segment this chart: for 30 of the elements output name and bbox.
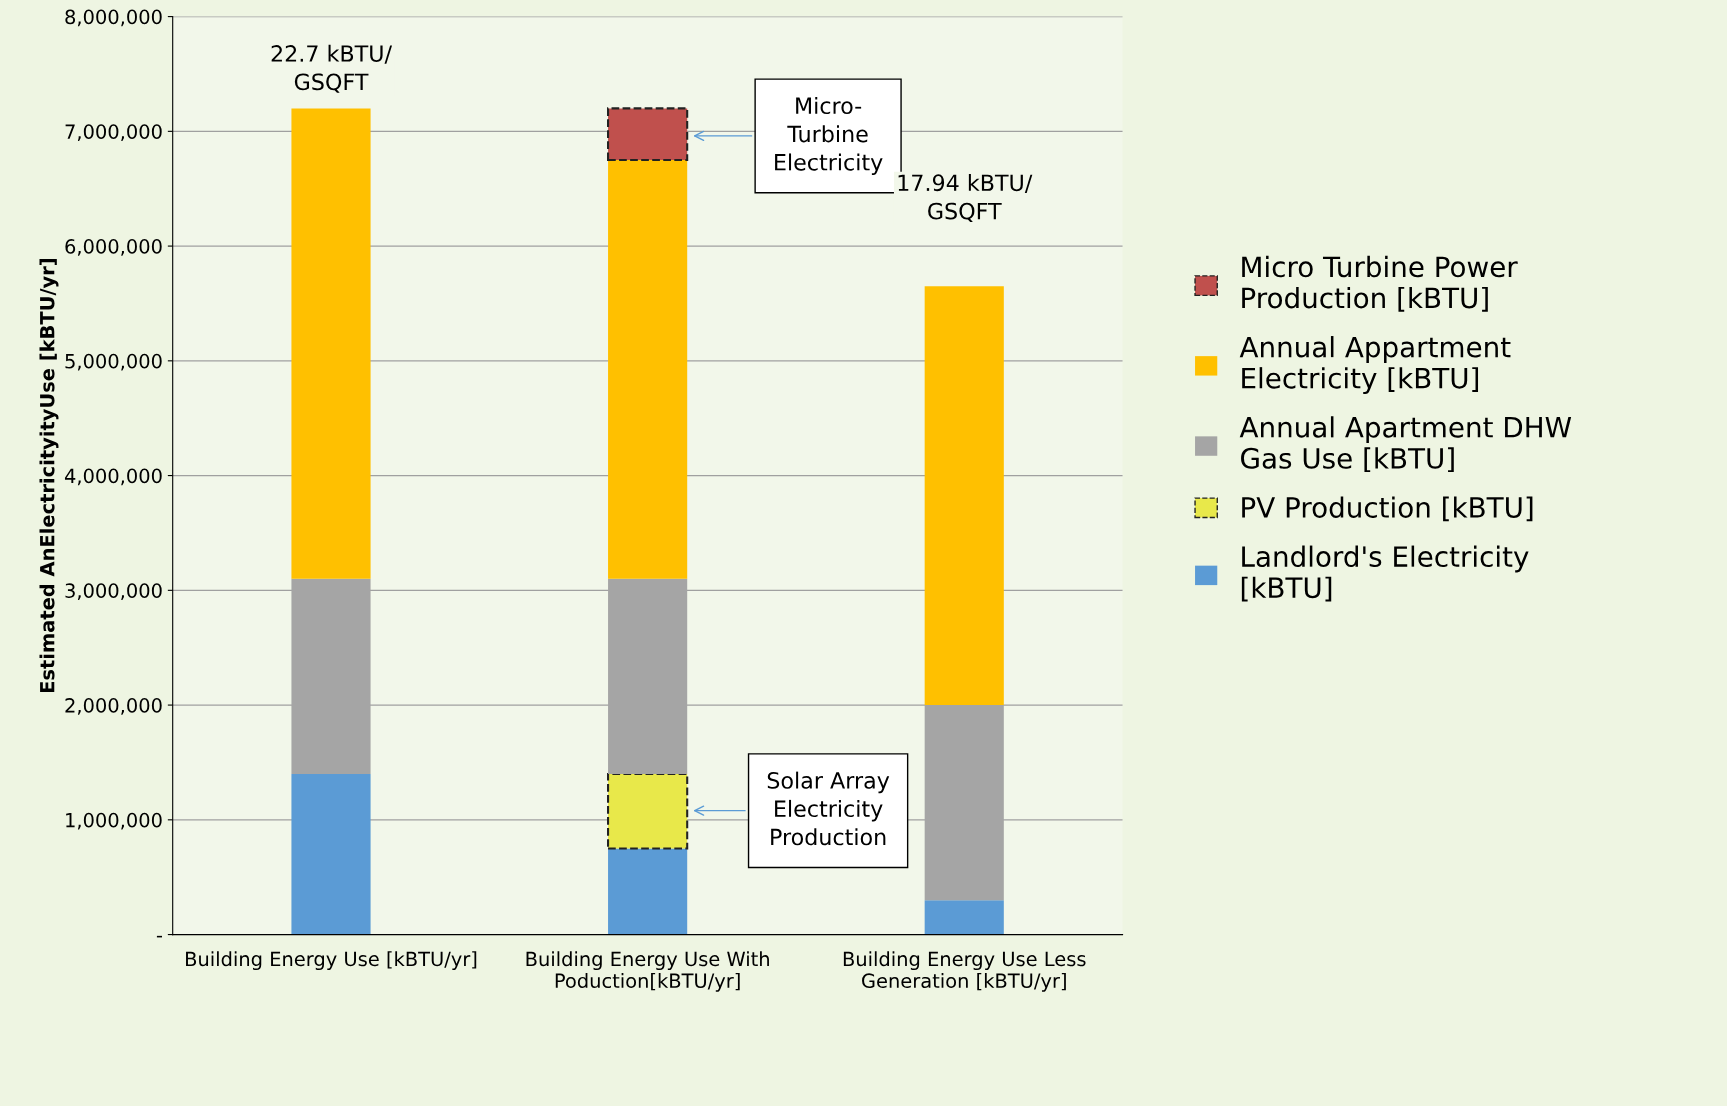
y-tick-label: 3,000,000 (65, 583, 162, 600)
y-tick-label: 7,000,000 (65, 124, 162, 141)
bar (291, 773, 371, 935)
legend-label: PV Production [kBTU] (1242, 496, 1533, 522)
bar (924, 900, 1004, 935)
y-tick-label: - (156, 935, 163, 938)
y-tick-label: 4,000,000 (64, 468, 162, 486)
legend-label: Micro Turbine Power Production [kBTU] (1242, 255, 1518, 312)
x-tick-label: Building Energy Use Less Generation [kBTU/yr] (843, 951, 1086, 992)
y-tick-label: 8,000,000 (65, 9, 162, 27)
x-tick-label: Building Energy Use [kBTU/yr] (186, 951, 477, 971)
y-tick-label: 6,000,000 (65, 239, 162, 256)
annotation: 22.7 kBTU/ GSQFT (271, 44, 392, 93)
bar (607, 107, 689, 162)
annotation: Solar Array Electricity Production (767, 771, 890, 846)
bar (291, 108, 371, 579)
y-tick-label: 2,000,000 (65, 698, 162, 715)
annotation: Micro- Turbine Electricity (775, 96, 883, 175)
x-tick-label: Building Energy Use With Poduction[kBTU/yr] (526, 951, 769, 992)
y-axis-title: Estimated AnElectricityityUse [kBTU/yr] (39, 258, 59, 693)
legend-label: Annual Appartment Electricity [kBTU] (1239, 336, 1511, 395)
legend-label: Landlord's Electricity [kBTU] (1241, 545, 1529, 602)
bar (924, 286, 1004, 706)
y-tick-label: 1,000,000 (66, 812, 162, 830)
y-tick-label: 5,000,000 (65, 353, 162, 371)
bar (607, 772, 689, 850)
bar (608, 848, 688, 935)
annotation: 17.94 kBTU/ GSQFT (898, 173, 1033, 222)
bar (608, 160, 688, 579)
legend-label: Annual Apartment DHW Gas Use [kBTU] (1239, 416, 1572, 473)
